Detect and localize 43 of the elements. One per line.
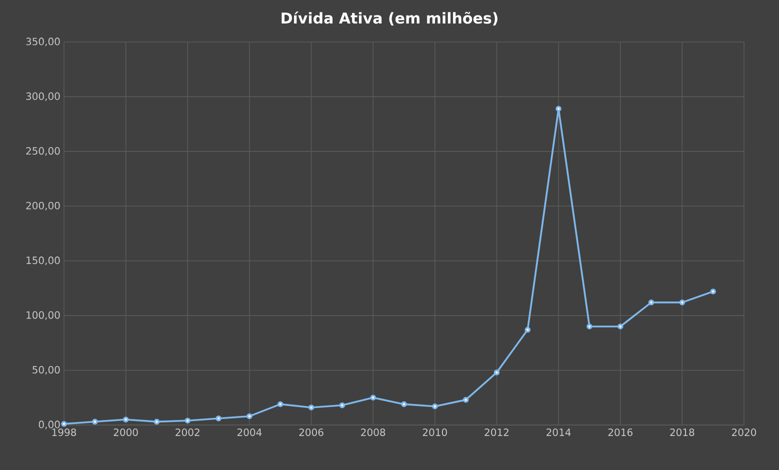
x-tick-label: 2014 [546,428,571,436]
x-tick-label: 2008 [361,428,386,436]
point [710,288,716,294]
x-tick-label: 1998 [52,428,76,436]
y-tick-label: 150,00 [26,256,60,266]
point [122,416,129,422]
point [556,106,562,112]
x-tick-label: 2012 [484,428,508,436]
point [92,418,98,425]
point [617,324,624,330]
y-tick-label: 300,00 [26,92,60,101]
point [277,401,284,408]
y-tick-label: 0,00 [38,420,60,430]
y-tick-label: 350,00 [26,38,60,46]
x-tick-label: 2004 [237,428,262,436]
point [586,324,592,330]
y-tick-label: 200,00 [26,202,60,210]
x-tick-label: 2018 [670,428,694,436]
point [339,402,346,408]
x-tick-label: 2000 [114,428,138,436]
point [184,418,191,424]
x-tick-label: 2006 [299,428,324,436]
point [216,416,222,422]
y-tick-label: 100,00 [26,311,60,320]
point [432,403,438,410]
point [494,370,500,376]
y-tick-label: 250,00 [26,147,60,156]
x-tick-label: 2010 [422,428,447,436]
point [370,394,376,401]
point [61,420,67,427]
point [246,413,252,420]
x-tick-label: 2002 [176,428,200,436]
point [648,300,654,306]
point [154,418,160,425]
point [462,396,469,403]
point [524,326,531,333]
y-tick-label: 50,00 [32,366,60,375]
point [308,404,314,410]
point [401,401,407,408]
x-tick-label: 2020 [732,428,756,436]
chart-title: Dívida Ativa (em milhões) [282,12,498,26]
point [679,300,686,306]
x-tick-label: 2016 [608,428,632,436]
